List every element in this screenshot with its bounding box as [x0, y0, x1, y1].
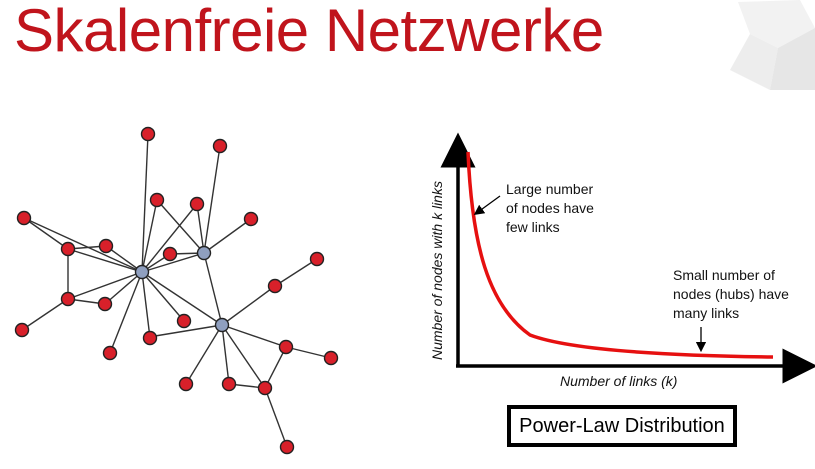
node: [243, 211, 259, 227]
annotation-left-line2: of nodes have: [506, 200, 594, 216]
node: [97, 296, 113, 312]
y-axis-label: Number of nodes with k links: [429, 181, 445, 360]
logo-icon: [730, 0, 815, 90]
annotation-right-line2: nodes (hubs) have: [673, 286, 789, 302]
node: [178, 376, 194, 392]
node: [16, 210, 32, 226]
node: [257, 380, 273, 396]
node: [142, 330, 158, 346]
annotation-right-line3: many links: [673, 305, 739, 321]
slide-title: Skalenfreie Netzwerke: [14, 0, 604, 64]
hub-node: [196, 245, 212, 261]
node: [162, 246, 178, 262]
node: [323, 350, 339, 366]
node: [140, 126, 156, 142]
node: [278, 339, 294, 355]
power-law-curve: [466, 151, 774, 359]
node: [267, 278, 283, 294]
node: [176, 313, 192, 329]
node: [149, 192, 165, 208]
node: [279, 439, 295, 455]
network-nodes: [14, 126, 339, 455]
network-edges: [21, 133, 332, 448]
annotation-left-line3: few links: [506, 219, 560, 235]
node: [60, 291, 76, 307]
annotation-arrow-left: [473, 195, 501, 216]
node: [212, 138, 228, 154]
x-axis-label: Number of links (k): [560, 373, 677, 389]
node: [221, 376, 237, 392]
node: [98, 238, 114, 254]
power-law-label-box: Power-Law Distribution: [507, 405, 737, 447]
hub-node: [214, 317, 230, 333]
node: [309, 251, 325, 267]
hub-node: [134, 264, 150, 280]
node: [60, 241, 76, 257]
annotation-left-line1: Large number: [506, 181, 594, 197]
node: [14, 322, 30, 338]
network-diagram: [14, 126, 339, 455]
node: [102, 345, 118, 361]
node: [189, 196, 205, 212]
power-law-label: Power-Law Distribution: [519, 414, 725, 437]
hub-nodes: [134, 245, 230, 333]
annotation-right-line1: Small number of: [673, 267, 775, 283]
